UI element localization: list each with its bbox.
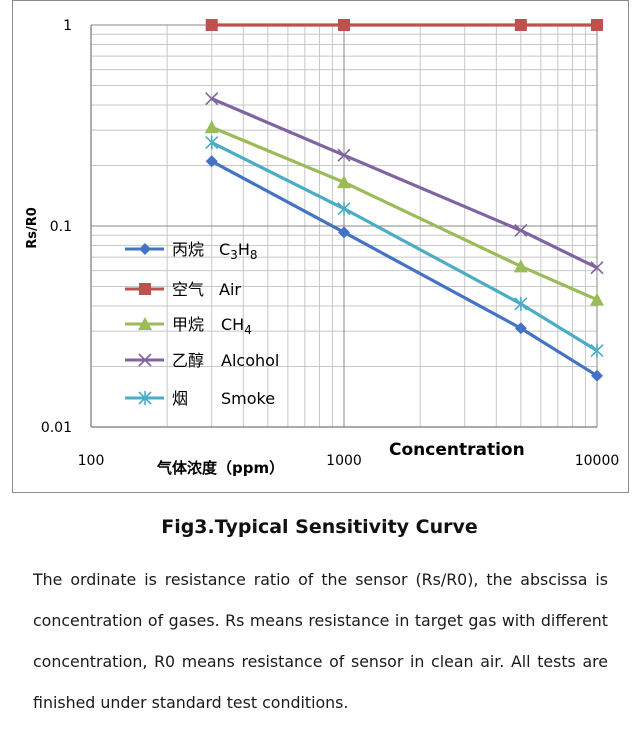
legend-marker-4 xyxy=(138,391,152,405)
legend-marker-1 xyxy=(139,283,151,295)
legend-label-part: Air xyxy=(219,280,241,299)
data-point-s2-0 xyxy=(204,120,219,134)
legend-label-part: 3 xyxy=(230,248,238,262)
legend-label-part: 4 xyxy=(244,323,252,337)
x-axis-title-cn: 气体浓度（ppm） xyxy=(156,459,284,477)
legend-label-part: H xyxy=(238,240,250,259)
legend-label-4: Smoke xyxy=(221,389,275,408)
data-point-s3-1 xyxy=(337,148,351,162)
data-point-s2-2 xyxy=(513,259,528,273)
data-point-s3-1-stroke xyxy=(337,148,351,162)
data-point-s0-3 xyxy=(591,369,603,382)
x-tick-label: 10000 xyxy=(575,453,620,469)
data-point-s3-2 xyxy=(514,223,528,238)
legend-label-part: Alcohol xyxy=(221,351,279,370)
legend-marker-3 xyxy=(138,353,152,367)
data-point-s3-0 xyxy=(205,92,219,106)
data-point-s3-0-stroke xyxy=(205,92,219,106)
legend-label-cn-3: 乙醇 xyxy=(172,351,204,370)
legend-label-0: C3H8 xyxy=(219,240,257,262)
legend-label-cn-4: 烟 xyxy=(172,389,188,408)
legend-marker-0 xyxy=(139,243,151,255)
x-tick-label: 100 xyxy=(78,453,105,469)
legend-marker-3-stroke xyxy=(138,353,152,367)
legend-label-part: CH xyxy=(221,315,244,334)
data-point-s3-2-stroke xyxy=(514,223,528,238)
x-axis-title: Concentration xyxy=(389,440,525,460)
legend-label-part: C xyxy=(219,240,230,259)
data-point-s0-0 xyxy=(205,155,218,168)
x-tick-label: 1000 xyxy=(326,453,362,469)
data-point-s0-1 xyxy=(338,226,350,239)
data-point-s4-3 xyxy=(590,343,604,358)
data-point-s4-2 xyxy=(514,296,528,311)
data-point-s1-2 xyxy=(514,19,527,31)
y-tick-label: 0.01 xyxy=(41,420,72,436)
legend-label-cn-2: 甲烷 xyxy=(172,315,204,334)
series-line-2 xyxy=(211,125,598,302)
data-point-s4-0 xyxy=(205,135,219,150)
data-point-s4-1 xyxy=(337,201,351,216)
data-point-s1-0 xyxy=(205,19,218,31)
series-line-3 xyxy=(211,97,598,270)
figure-description: The ordinate is resistance ratio of the … xyxy=(33,570,608,712)
sensitivity-chart: 100 1000 10000 1 0.1 0.01 Rs/R0 Concentration 气体… xyxy=(25,18,620,477)
legend-label-2: CH4 xyxy=(221,315,252,337)
legend-label-cn-0: 丙烷 xyxy=(172,240,204,259)
data-point-s3-3 xyxy=(590,261,604,275)
data-point-s2-3 xyxy=(590,292,604,306)
legend-label-1: Air xyxy=(219,280,241,299)
series-line-0 xyxy=(210,159,598,378)
data-point-s0-2 xyxy=(514,322,527,335)
data-point-s2-1 xyxy=(337,175,351,189)
figure-caption: Fig3.Typical Sensitivity Curve xyxy=(161,516,478,538)
legend-label-cn-1: 空气 xyxy=(172,280,204,299)
data-point-s3-3-stroke xyxy=(590,261,604,275)
data-point-s1-1 xyxy=(338,19,350,31)
legend-label-part: 8 xyxy=(250,248,258,262)
legend-marker-2 xyxy=(138,317,152,330)
data-point-s1-3 xyxy=(591,19,603,31)
y-tick-label: 1 xyxy=(63,18,72,34)
legend-label-3: Alcohol xyxy=(221,351,279,370)
y-tick-label: 0.1 xyxy=(50,219,72,235)
y-axis-title: Rs/R0 xyxy=(25,207,40,249)
legend-label-part: Smoke xyxy=(221,389,275,408)
series-line-4 xyxy=(210,141,598,352)
